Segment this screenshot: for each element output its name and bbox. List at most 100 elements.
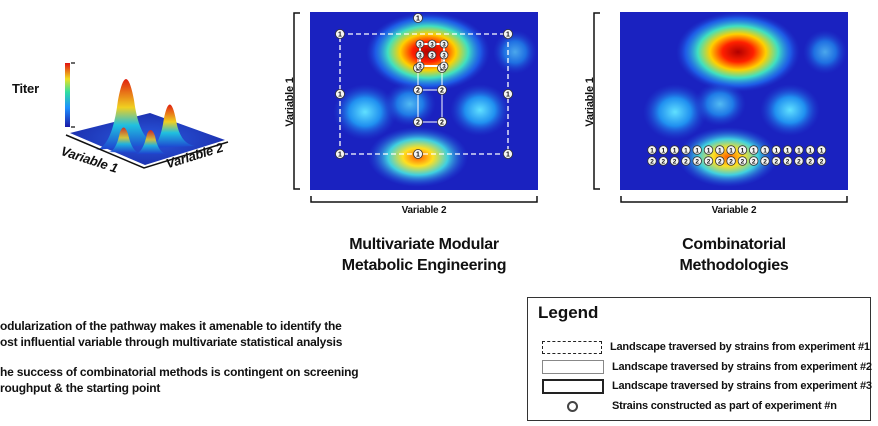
note-modularization: odularization of the pathway makes it am… xyxy=(0,318,480,350)
comb-strain-row2 xyxy=(760,156,770,166)
mvme-landscape-exp2 xyxy=(417,89,443,123)
notes: odularization of the pathway makes it am… xyxy=(0,318,480,396)
mvme-strain-exp3-label: 3 xyxy=(442,54,446,60)
mvme-caption-line1: Multivariate Modular xyxy=(349,236,499,253)
comb-strain-row2 xyxy=(647,156,657,166)
comb-strain-row2 xyxy=(715,156,725,166)
comb-strain-row1-label: 1 xyxy=(752,148,756,155)
mvme-strain-exp3-label: 3 xyxy=(442,65,446,71)
comb-strain-row1 xyxy=(726,145,736,155)
comb-strain-row2-label: 2 xyxy=(707,159,711,166)
comb-strain-row2 xyxy=(692,156,702,166)
mvme-strain-exp1-label: 1 xyxy=(338,152,342,159)
mvme-strain-exp2 xyxy=(437,117,447,127)
mvme-x-axis-label: Variable 2 xyxy=(401,205,447,216)
mvme-strain-exp1 xyxy=(335,89,345,99)
note-1-line2: ost influential variable through multiva… xyxy=(0,335,343,349)
legend-item-strain: Strains constructed as part of experimen… xyxy=(542,398,837,414)
mvme-strain-exp3 xyxy=(415,50,425,60)
comb-y-axis-bracket xyxy=(593,12,600,190)
mvme-strain-exp1-label: 1 xyxy=(506,32,510,39)
legend-text-strain: Strains constructed as part of experimen… xyxy=(612,400,837,412)
legend-text-exp1: Landscape traversed by strains from expe… xyxy=(610,341,870,353)
comb-strain-row1-label: 1 xyxy=(741,148,745,155)
comb-strain-row2-label: 2 xyxy=(786,159,790,166)
comb-strain-row1-label: 1 xyxy=(820,148,824,155)
mvme-y-axis-bracket xyxy=(293,12,300,190)
surface-bump-2 xyxy=(135,129,166,154)
comb-strain-row2-label: 2 xyxy=(718,159,722,166)
legend-title: Legend xyxy=(538,303,599,322)
comb-strain-row2-label: 2 xyxy=(752,159,756,166)
comb-strain-row2 xyxy=(771,156,782,166)
mvme-strain-exp1-label: 1 xyxy=(416,152,420,159)
legend-thick-rect-icon xyxy=(542,378,604,394)
legend-thin-rect-icon xyxy=(542,360,604,374)
comb-strain-row1 xyxy=(805,145,815,155)
comb-strain-row2 xyxy=(782,156,793,166)
comb-strain-row1-label: 1 xyxy=(662,148,666,155)
comb-strain-row2-label: 2 xyxy=(650,159,654,166)
comb-strain-row2-label: 2 xyxy=(763,159,767,166)
mvme-y-axis-label: Variable 1 xyxy=(284,77,296,127)
comb-strain-row1 xyxy=(748,145,759,155)
panel-combinatorial: Variable 1 xyxy=(578,4,848,276)
comb-strain-row1 xyxy=(782,145,793,155)
comb-strain-row1 xyxy=(692,145,702,155)
mvme-strain-exp1 xyxy=(413,149,423,159)
comb-strain-row2 xyxy=(794,156,804,166)
comb-strain-row2-label: 2 xyxy=(797,159,801,166)
comb-strain-row2-label: 2 xyxy=(695,159,699,166)
comb-strain-row2 xyxy=(816,156,827,166)
comb-strain-row1-label: 1 xyxy=(808,148,812,155)
mvme-strain-exp3 xyxy=(427,50,437,60)
comb-strain-row2 xyxy=(681,156,691,166)
mvme-strain-exp3-label: 3 xyxy=(418,54,422,60)
comb-strain-row2-label: 2 xyxy=(729,159,733,166)
legend-text-exp2: Landscape traversed by strains from expe… xyxy=(612,361,872,373)
comb-strain-row1-label: 1 xyxy=(650,148,654,155)
comb-strain-row2-label: 2 xyxy=(741,159,745,166)
mvme-strain-exp2-label: 2 xyxy=(440,120,444,127)
comb-strain-row2-label: 2 xyxy=(673,159,677,166)
mvme-strain-exp1 xyxy=(503,29,513,39)
colorbar xyxy=(65,63,70,127)
legend: Legend Landscape traversed by strains fr… xyxy=(527,297,872,421)
comb-strain-row1 xyxy=(669,145,680,155)
mvme-strain-exp3 xyxy=(415,39,425,49)
mvme-strain-exp1-label: 1 xyxy=(416,16,420,23)
comb-strain-row1 xyxy=(703,145,714,155)
comb-strain-row2-label: 2 xyxy=(820,159,824,166)
legend-item-exp1: Landscape traversed by strains from expe… xyxy=(542,339,870,355)
comb-caption-line2: Methodologies xyxy=(679,257,789,274)
mvme-strain-exp1-label: 1 xyxy=(506,92,510,99)
mvme-strain-exp3-label: 3 xyxy=(418,43,422,49)
mvme-strain-exp1 xyxy=(503,89,513,99)
comb-strain-row1 xyxy=(760,145,770,155)
comb-strain-row1-label: 1 xyxy=(729,148,733,155)
mvme-strain-exp3-label: 3 xyxy=(430,43,434,49)
mvme-strain-exp1-label: 1 xyxy=(506,152,510,159)
mvme-strain-exp3-label: 3 xyxy=(442,43,446,49)
mvme-strain-exp1-label: 1 xyxy=(338,32,342,39)
comb-y-axis-label: Variable 1 xyxy=(584,77,596,127)
panel-mvme: Variable 1 xyxy=(278,4,548,276)
comb-strain-row1-label: 1 xyxy=(775,148,779,155)
comb-strain-row1-label: 1 xyxy=(707,148,711,155)
note-2-line1: he success of combinatorial methods is c… xyxy=(0,365,359,379)
mvme-strain-exp3-label: 3 xyxy=(430,54,434,60)
mvme-strain-exp2 xyxy=(413,117,423,127)
comb-strain-row1 xyxy=(816,145,827,155)
mvme-caption-line2: Metabolic Engineering xyxy=(341,257,507,274)
legend-item-exp2: Landscape traversed by strains from expe… xyxy=(542,359,872,375)
comb-strain-row1 xyxy=(681,145,691,155)
mvme-strain-exp3 xyxy=(427,39,437,49)
legend-text-exp3: Landscape traversed by strains from expe… xyxy=(612,380,872,392)
comb-strain-row2 xyxy=(805,156,815,166)
mvme-caption: Multivariate Modular Metabolic Engineeri… xyxy=(310,234,538,276)
legend-dashed-rect-icon xyxy=(542,340,602,354)
comb-strain-row2 xyxy=(737,156,748,166)
strain-marker-icon xyxy=(542,400,604,412)
mvme-strain-exp1 xyxy=(413,13,423,23)
